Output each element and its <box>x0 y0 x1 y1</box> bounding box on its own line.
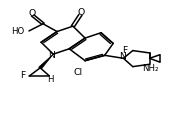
Text: N: N <box>48 51 55 60</box>
Polygon shape <box>39 54 53 68</box>
Text: Cl: Cl <box>74 68 83 77</box>
Text: F: F <box>122 46 128 55</box>
Text: HO: HO <box>12 27 25 36</box>
Text: N: N <box>119 52 126 61</box>
Text: F: F <box>21 71 26 80</box>
Text: O: O <box>78 8 85 17</box>
Text: NH₂: NH₂ <box>142 64 158 73</box>
Text: H: H <box>47 75 54 84</box>
Text: O: O <box>29 9 36 18</box>
